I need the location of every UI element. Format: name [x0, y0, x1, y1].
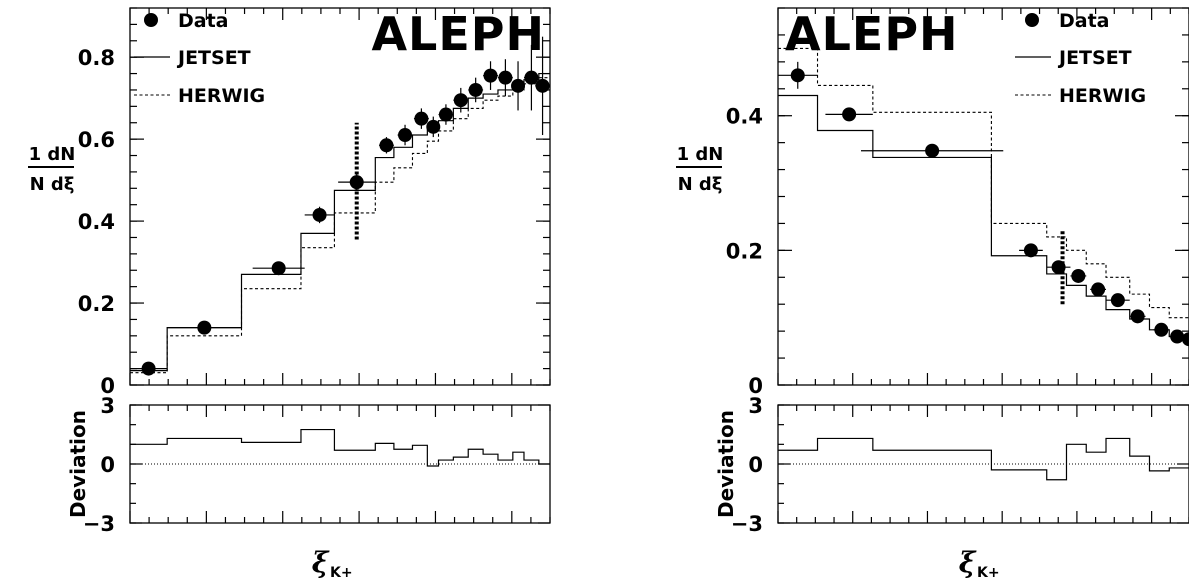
data-point	[842, 107, 857, 122]
dev-y-tick-label: 3	[748, 394, 763, 418]
experiment-label: ALEPH	[785, 7, 959, 61]
x-axis-label: ξ K+	[959, 546, 1000, 581]
data-point	[1130, 309, 1145, 324]
y-label-numerator: 1 dN	[677, 144, 724, 165]
data-point	[426, 119, 441, 134]
data-point	[1023, 243, 1038, 258]
data-point	[535, 78, 550, 93]
data-point	[141, 361, 156, 376]
y-tick-label: 0.2	[78, 292, 115, 316]
main-plot-area	[130, 36, 550, 376]
legend-marker-data	[1025, 13, 1039, 27]
herwig-histogram	[130, 77, 550, 374]
data-point	[312, 207, 327, 222]
legend-label-data: Data	[1059, 10, 1110, 32]
legend: Data JETSET HERWIG	[1015, 10, 1146, 107]
data-point	[398, 128, 413, 143]
data-point	[438, 107, 453, 122]
deviation-plot-frame	[777, 404, 1189, 524]
dev-y-tick-label: 3	[100, 394, 115, 418]
y-label-denominator: N dξ	[678, 174, 723, 195]
deviation-axis-label: Deviation	[714, 410, 738, 518]
x-axis-label: ξ K+	[312, 546, 353, 581]
y-label-denominator: N dξ	[30, 174, 75, 195]
dev-y-tick-label: −3	[731, 512, 763, 536]
data-point	[925, 143, 940, 158]
y-tick-label: 0	[100, 374, 115, 398]
jetset-histogram	[130, 72, 550, 372]
deviation-histogram	[130, 428, 550, 467]
y-tick-label: 0.8	[78, 46, 115, 70]
data-point	[790, 68, 805, 83]
deviation-axis-label: Deviation	[66, 410, 90, 518]
main-plot-area	[778, 47, 1189, 347]
data-point	[414, 111, 429, 126]
y-axis-label: 1 dN N dξ	[676, 144, 723, 195]
legend-marker-data	[144, 13, 158, 27]
y-axis-label: 1 dN N dξ	[28, 144, 75, 195]
data-point	[1091, 282, 1106, 297]
dev-y-tick-label: 0	[748, 453, 763, 477]
data-point	[1154, 322, 1169, 337]
experiment-label: ALEPH	[371, 7, 545, 61]
data-point	[1071, 268, 1086, 283]
data-point	[524, 70, 539, 85]
y-tick-label: 0	[748, 374, 763, 398]
data-point	[483, 68, 498, 83]
deviation-histogram	[778, 437, 1189, 481]
herwig-histogram	[778, 47, 1189, 319]
y-tick-label: 0.4	[78, 210, 115, 234]
x-label-symbol: ξ	[959, 546, 977, 579]
legend-label-herwig: HERWIG	[1059, 85, 1146, 107]
dev-y-tick-label: −3	[83, 512, 115, 536]
data-point	[271, 261, 286, 276]
jetset-histogram	[778, 94, 1189, 338]
legend-label-jetset: JETSET	[1057, 47, 1132, 69]
data-point	[1170, 329, 1185, 344]
data-point	[1110, 293, 1125, 308]
x-label-symbol: ξ	[312, 546, 330, 579]
x-label-subscript: K+	[977, 565, 1000, 581]
data-point	[453, 93, 468, 108]
legend-label-herwig: HERWIG	[178, 85, 265, 107]
left-panel: 0 0.2 0.4 0.6 0.8 1 dN N dξ ALEPH Data JETSET HERW…	[28, 7, 551, 581]
y-label-numerator: 1 dN	[29, 144, 76, 165]
deviation-plot-area	[778, 437, 1189, 481]
y-tick-label: 0.6	[78, 128, 115, 152]
y-tick-label: 0.4	[726, 105, 763, 129]
deviation-plot-area	[130, 428, 550, 467]
data-point	[379, 138, 394, 153]
x-label-subscript: K+	[330, 565, 353, 581]
data-point	[498, 70, 513, 85]
data-point	[468, 82, 483, 97]
data-point	[197, 320, 212, 335]
y-tick-label: 0.2	[726, 239, 763, 263]
dev-y-tick-label: 0	[100, 453, 115, 477]
data-point	[511, 78, 526, 93]
legend-label-data: Data	[178, 10, 229, 32]
legend-label-jetset: JETSET	[176, 47, 251, 69]
legend: Data JETSET HERWIG	[134, 10, 265, 107]
data-point	[1182, 332, 1189, 347]
